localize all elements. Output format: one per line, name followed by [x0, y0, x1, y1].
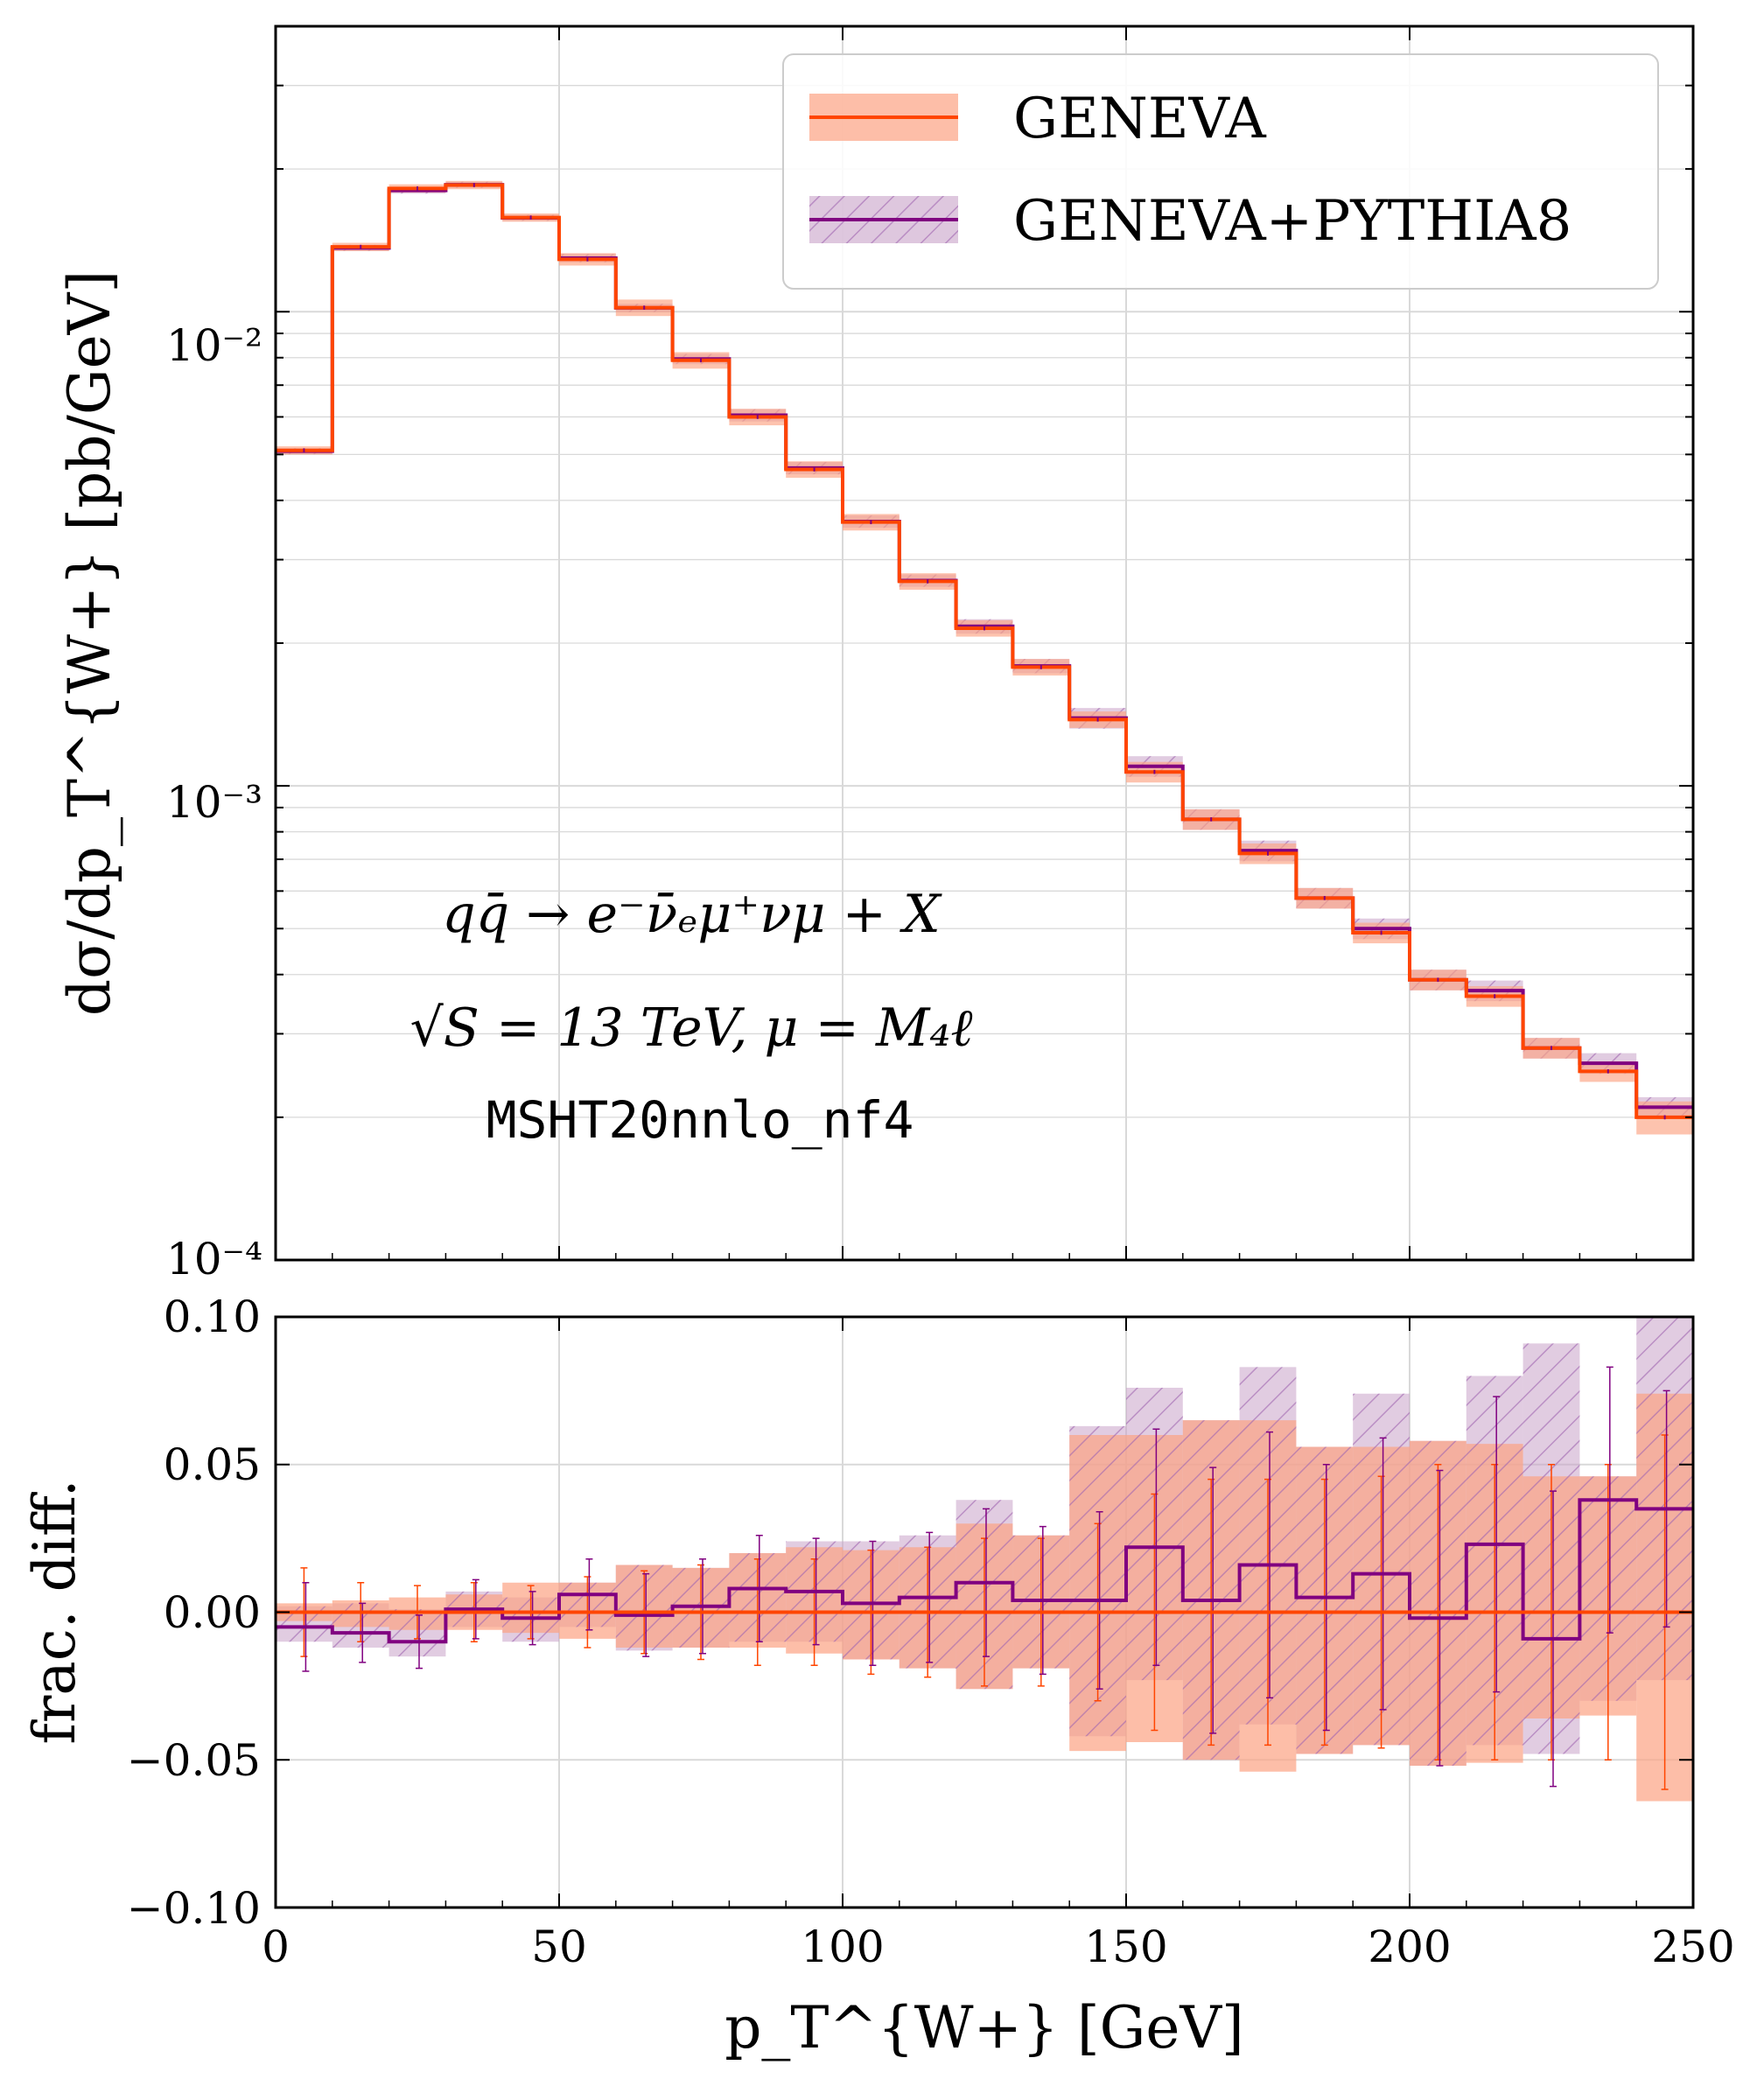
- geneva-line: [276, 183, 1693, 1119]
- x-tick-label: 100: [801, 1922, 884, 1972]
- pythia-ratio-line: [276, 1498, 1693, 1644]
- x-tick-label: 250: [1651, 1922, 1734, 1972]
- ratio-y-tick-label: −0.10: [127, 1883, 261, 1934]
- pdf-annotation: MSHT20nnlo_nf4: [486, 1090, 914, 1150]
- y-axis-label-main: dσ/dp_T^{W+} [pb/GeV]: [56, 270, 123, 1016]
- main-plot-area: [276, 180, 1693, 1135]
- x-tick-label: 200: [1368, 1922, 1451, 1972]
- ratio-y-tick-label: 0.05: [164, 1439, 261, 1490]
- legend-label-geneva: GENEVA: [1013, 87, 1266, 151]
- x-tick-label: 150: [1084, 1922, 1167, 1972]
- x-tick-label: 50: [531, 1922, 587, 1972]
- y-tick-label-1e-2: 10⁻²: [166, 320, 262, 371]
- pythia-line: [276, 183, 1693, 1110]
- ratio-ticks: [275, 1316, 1694, 1908]
- ratio-y-tick-label: −0.05: [127, 1735, 261, 1786]
- energy-scale-annotation: √S = 13 TeV, μ = M₄ℓ: [410, 998, 973, 1059]
- legend: GENEVA GENEVA+PYTHIA8: [782, 53, 1659, 290]
- y-tick-label-1e-4: 10⁻⁴: [166, 1234, 262, 1284]
- legend-label-pythia: GENEVA+PYTHIA8: [1013, 189, 1572, 254]
- ratio-y-tick-label: 0.00: [164, 1587, 261, 1638]
- main-y-ticks: [275, 25, 1694, 1261]
- ratio-plot-area: [276, 1317, 1693, 1802]
- y-tick-label-1e-3: 10⁻³: [166, 777, 262, 828]
- process-annotation: qq̄ → e⁻ν̄ₑμ⁺νμ + X: [442, 884, 942, 945]
- x-axis-label: p_T^{W+} [GeV]: [724, 1994, 1244, 2062]
- legend-box: [782, 53, 1659, 290]
- y-axis-label-ratio: frac. diff.: [21, 1479, 88, 1744]
- x-tick-label: 0: [262, 1922, 290, 1972]
- ratio-y-tick-label: 0.10: [164, 1292, 261, 1342]
